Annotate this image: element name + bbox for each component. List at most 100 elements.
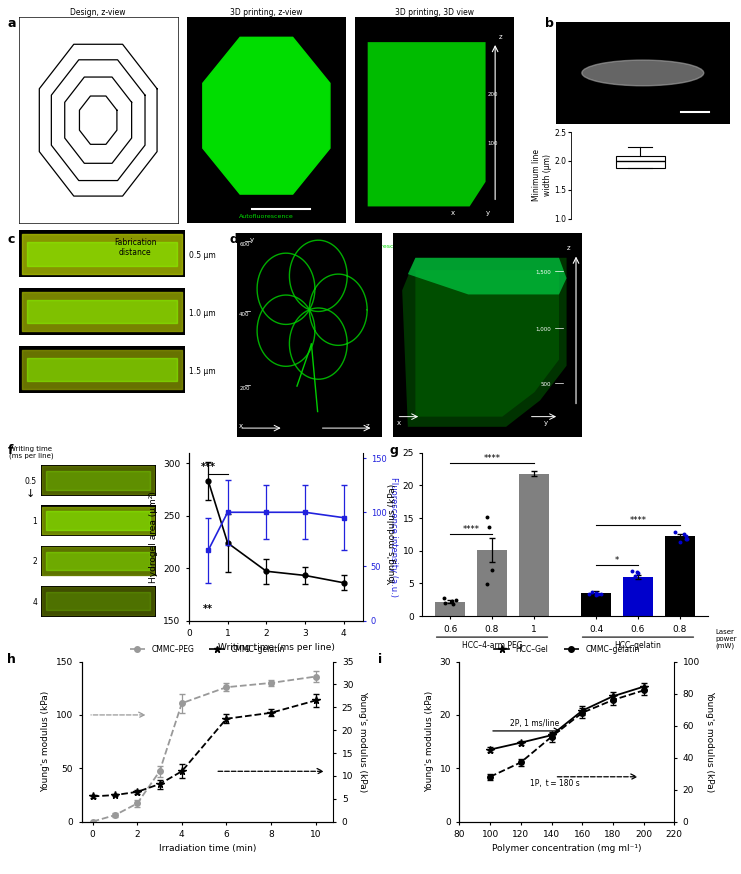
X-axis label: Writing time (ms per line): Writing time (ms per line) — [218, 643, 334, 652]
Point — [632, 566, 644, 580]
Text: *: * — [615, 556, 619, 565]
Text: z: z — [498, 34, 502, 40]
Text: 100: 100 — [487, 141, 498, 146]
Text: ****: **** — [630, 516, 646, 524]
Polygon shape — [203, 38, 330, 194]
Y-axis label: Fluorescence intensity (a.u.): Fluorescence intensity (a.u.) — [388, 476, 398, 597]
Text: ***: *** — [201, 461, 216, 471]
Point — [629, 569, 641, 583]
Text: y: y — [485, 210, 490, 216]
Point — [586, 585, 598, 599]
Bar — [581, 593, 611, 616]
Text: Laser
power
(mW): Laser power (mW) — [715, 628, 737, 649]
Point — [439, 596, 451, 610]
X-axis label: Polymer concentration (mg ml⁻¹): Polymer concentration (mg ml⁻¹) — [492, 844, 642, 853]
Y-axis label: Young's modulus (kPa): Young's modulus (kPa) — [358, 691, 368, 792]
Text: 1.0 µm: 1.0 µm — [189, 309, 216, 318]
Point — [679, 529, 691, 543]
Text: x: x — [239, 423, 243, 429]
Title: 3D printing, z-view: 3D printing, z-view — [230, 8, 302, 17]
Text: y: y — [544, 420, 548, 426]
Text: Writing time
(ms per line): Writing time (ms per line) — [9, 446, 53, 459]
Y-axis label: Minimum line
width (μm): Minimum line width (μm) — [532, 149, 551, 201]
Text: 4: 4 — [32, 598, 37, 607]
Polygon shape — [402, 258, 567, 427]
Bar — [435, 602, 465, 616]
Text: c: c — [7, 233, 15, 246]
Text: 0.5 µm: 0.5 µm — [189, 252, 216, 260]
Point — [438, 591, 450, 605]
Text: 600: 600 — [239, 242, 250, 247]
Point — [680, 531, 692, 545]
Point — [681, 532, 693, 546]
Text: HCC–4-arm PEG: HCC–4-arm PEG — [462, 641, 522, 649]
Text: 1,000: 1,000 — [536, 327, 551, 332]
Point — [631, 565, 643, 579]
Point — [626, 565, 638, 579]
Y-axis label: Young's modulus (kPa): Young's modulus (kPa) — [388, 484, 397, 585]
Text: 1,500: 1,500 — [536, 270, 551, 275]
Text: Autofluorescence: Autofluorescence — [239, 214, 293, 219]
Polygon shape — [368, 42, 485, 206]
Text: Autofluorescence: Autofluorescence — [355, 244, 410, 248]
Text: d: d — [230, 233, 239, 246]
Polygon shape — [416, 270, 559, 417]
Text: ↓: ↓ — [26, 489, 36, 498]
Text: a: a — [7, 17, 16, 31]
Text: 200: 200 — [487, 92, 498, 96]
Y-axis label: Young's modulus (kPa): Young's modulus (kPa) — [41, 691, 50, 792]
Text: ****: **** — [462, 525, 479, 535]
Polygon shape — [216, 54, 316, 177]
Text: 2: 2 — [33, 558, 37, 566]
Ellipse shape — [582, 60, 704, 86]
Text: Fabrication
distance: Fabrication distance — [114, 238, 156, 257]
Text: ****: **** — [484, 454, 500, 462]
Text: f: f — [7, 444, 13, 457]
Point — [594, 587, 606, 601]
Point — [584, 586, 596, 600]
Text: 200: 200 — [239, 386, 250, 391]
Polygon shape — [230, 70, 303, 161]
Point — [483, 520, 495, 534]
Point — [635, 575, 647, 589]
Text: HCC–gelatin: HCC–gelatin — [614, 641, 662, 649]
Point — [591, 588, 602, 602]
Text: z: z — [366, 423, 370, 429]
Text: 400: 400 — [239, 312, 250, 317]
Text: h: h — [7, 653, 16, 666]
Text: x: x — [396, 420, 401, 426]
X-axis label: Irradiation time (min): Irradiation time (min) — [159, 844, 256, 853]
Point — [590, 586, 602, 600]
Point — [450, 593, 462, 607]
Title: Design, z-view: Design, z-view — [70, 8, 126, 17]
Point — [592, 587, 604, 601]
Text: i: i — [378, 653, 382, 666]
Bar — [623, 577, 653, 616]
Bar — [665, 537, 694, 616]
Text: ——: —— — [48, 635, 62, 641]
Text: 1.5 µm: 1.5 µm — [189, 367, 216, 376]
Point — [487, 564, 499, 578]
Point — [678, 528, 690, 542]
Text: z: z — [567, 245, 570, 251]
Point — [669, 524, 681, 538]
Y-axis label: Hydrogel area (μm²): Hydrogel area (μm²) — [149, 490, 158, 583]
Legend: CMMC–PEG, CMMC–gelatin: CMMC–PEG, CMMC–gelatin — [127, 642, 288, 656]
Text: 500: 500 — [541, 382, 551, 387]
Text: **: ** — [203, 604, 213, 614]
Bar — [477, 550, 507, 616]
Point — [446, 594, 458, 608]
Text: g: g — [389, 444, 398, 457]
Point — [448, 598, 459, 612]
PathPatch shape — [616, 156, 665, 168]
Title: 3D printing, 3D view: 3D printing, 3D view — [395, 8, 474, 17]
Point — [482, 577, 494, 591]
Legend: HCC–Gel, CMMC–gelatin: HCC–Gel, CMMC–gelatin — [491, 642, 642, 656]
Text: 1P,  t = 180 s: 1P, t = 180 s — [530, 780, 579, 788]
Point — [674, 535, 686, 549]
Text: 1: 1 — [33, 517, 37, 526]
Text: 2P, 1 ms/line: 2P, 1 ms/line — [510, 718, 559, 727]
Point — [626, 574, 638, 588]
Polygon shape — [408, 258, 567, 295]
Text: y: y — [250, 237, 253, 243]
